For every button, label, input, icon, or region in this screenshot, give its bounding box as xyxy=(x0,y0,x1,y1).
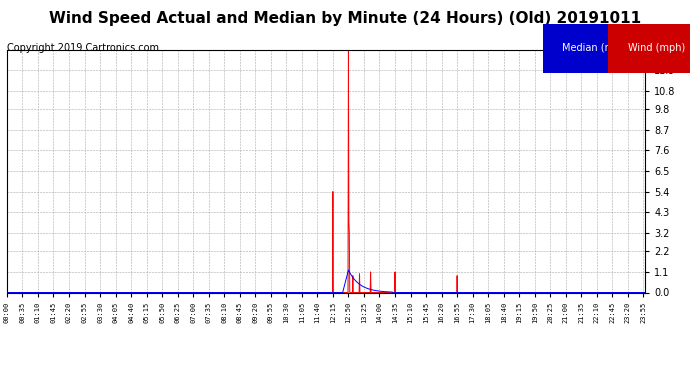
Text: Copyright 2019 Cartronics.com: Copyright 2019 Cartronics.com xyxy=(7,43,159,53)
Text: Wind Speed Actual and Median by Minute (24 Hours) (Old) 20191011: Wind Speed Actual and Median by Minute (… xyxy=(49,11,641,26)
Text: Wind (mph): Wind (mph) xyxy=(628,43,685,53)
Text: Median (mph): Median (mph) xyxy=(562,43,631,53)
